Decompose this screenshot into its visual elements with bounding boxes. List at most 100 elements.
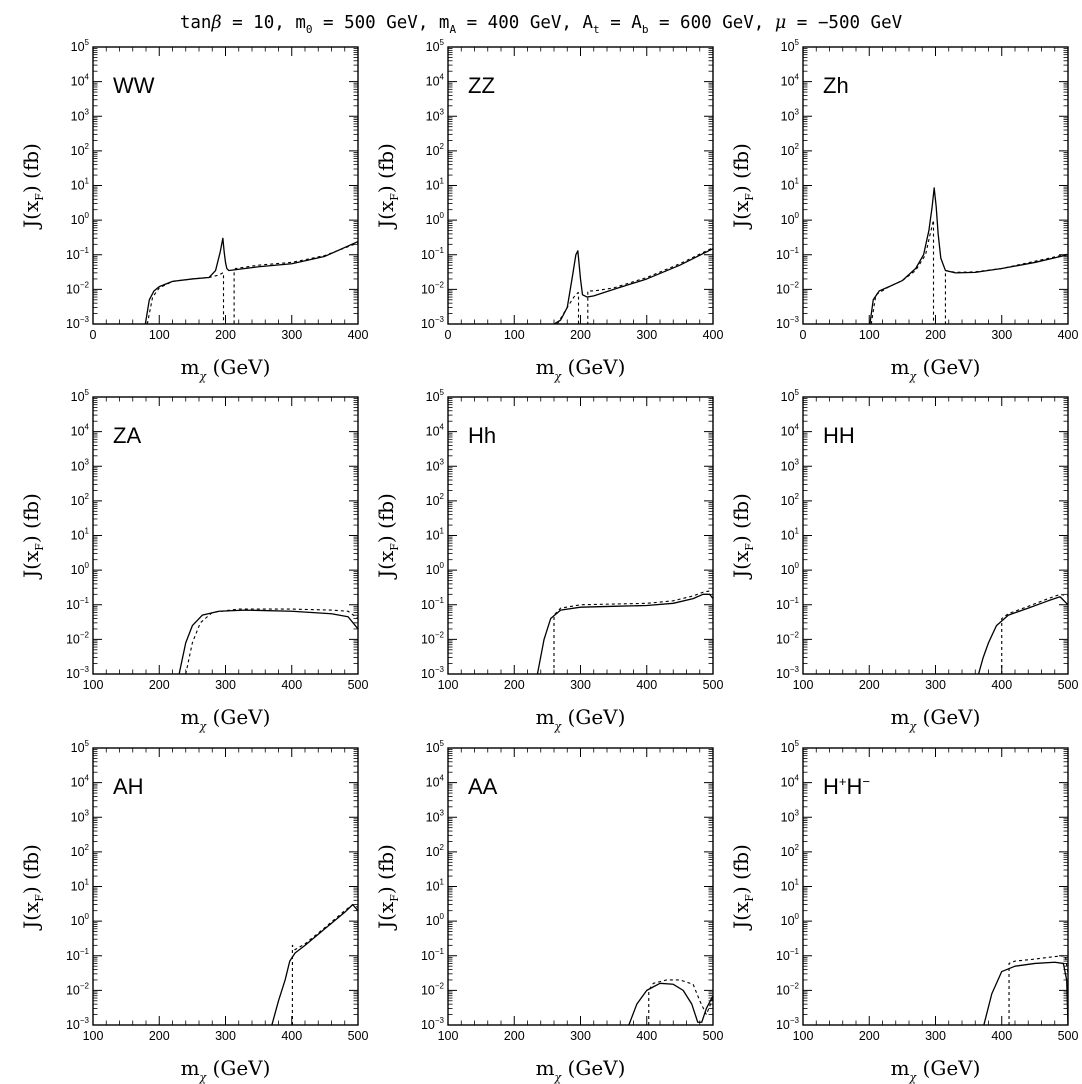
- y-tick-label: 103: [71, 107, 90, 123]
- plot-frame: [802, 747, 1069, 1026]
- series-line-solid: [536, 593, 713, 674]
- chart-panel: 10−3 10−2 10−1 100 101 102 103 104 105 100 200 300 4…: [19, 388, 368, 733]
- x-tick-label: 200: [215, 328, 236, 342]
- x-tick-label: 400: [991, 1029, 1012, 1043]
- series-line-dotted: [553, 590, 713, 674]
- y-tick-label: 101: [426, 878, 445, 894]
- series-line-dotted: [146, 242, 358, 324]
- y-tick-label: 104: [71, 774, 90, 790]
- y-tick-label: 103: [426, 107, 445, 123]
- y-tick-label: 10−2: [776, 280, 800, 296]
- x-tick-label: 300: [925, 678, 946, 692]
- chart-panel: 10−3 10−2 10−1 100 101 102 103 104 105 100 200 300 4…: [729, 739, 1078, 1084]
- x-axis-label: mχ (GeV): [181, 355, 271, 383]
- x-tick-label: 100: [504, 328, 525, 342]
- panel-annotation: AH: [113, 774, 144, 799]
- y-tick-label: 100: [71, 912, 90, 928]
- y-axis-label: J(xF) (fb): [19, 143, 46, 230]
- y-tick-label: 104: [426, 423, 445, 439]
- y-tick-label: 105: [781, 38, 800, 54]
- y-tick-label: 101: [781, 878, 800, 894]
- y-tick-label: 102: [781, 142, 800, 158]
- series-line-dotted: [556, 247, 713, 324]
- x-tick-label: 300: [215, 678, 236, 692]
- series-line-dotted: [648, 979, 713, 1025]
- series-line-solid: [977, 596, 1068, 674]
- x-tick-label: 200: [149, 678, 170, 692]
- series-line-solid: [178, 609, 358, 674]
- y-axis-label: J(xF) (fb): [374, 493, 401, 580]
- y-tick-label: 10−2: [66, 630, 90, 646]
- panel-annotation: Hh: [468, 423, 496, 448]
- x-tick-label: 300: [636, 328, 657, 342]
- x-axis-label: mχ (GeV): [891, 1056, 981, 1084]
- y-tick-label: 101: [426, 527, 445, 543]
- panel-annotation: H+H−: [823, 774, 870, 799]
- y-tick-label: 10−3: [421, 665, 445, 681]
- y-tick-label: 103: [426, 457, 445, 473]
- y-tick-label: 100: [71, 211, 90, 227]
- x-tick-label: 100: [149, 328, 170, 342]
- x-tick-label: 200: [504, 678, 525, 692]
- chart-panel: 10−3 10−2 10−1 100 101 102 103 104 105 100 200 300 4…: [729, 388, 1078, 733]
- y-tick-label: 103: [781, 457, 800, 473]
- x-tick-label: 400: [703, 328, 724, 342]
- y-tick-label: 10−2: [421, 981, 445, 997]
- y-tick-label: 10−1: [421, 596, 445, 612]
- x-tick-label: 300: [570, 678, 591, 692]
- y-tick-label: 100: [426, 912, 445, 928]
- x-tick-label: 400: [1058, 328, 1079, 342]
- panel-annotation: Zh: [823, 73, 849, 98]
- x-axis-label: mχ (GeV): [181, 705, 271, 733]
- y-tick-label: 100: [781, 561, 800, 577]
- x-tick-label: 100: [438, 678, 459, 692]
- series-line-solid: [144, 237, 358, 324]
- x-axis-label: mχ (GeV): [891, 355, 981, 383]
- x-tick-label: 500: [348, 678, 369, 692]
- y-tick-label: 100: [71, 561, 90, 577]
- y-tick-label: 101: [71, 878, 90, 894]
- x-tick-label: 100: [83, 678, 104, 692]
- y-tick-label: 104: [71, 73, 90, 89]
- y-tick-label: 10−2: [421, 280, 445, 296]
- y-tick-label: 101: [781, 177, 800, 193]
- y-tick-label: 10−3: [776, 1016, 800, 1032]
- y-tick-label: 102: [781, 843, 800, 859]
- x-tick-label: 200: [859, 1029, 880, 1043]
- y-tick-label: 105: [71, 38, 90, 54]
- y-tick-label: 10−1: [776, 246, 800, 262]
- y-tick-label: 102: [71, 492, 90, 508]
- y-axis-label: J(xF) (fb): [729, 493, 756, 580]
- y-tick-label: 104: [426, 774, 445, 790]
- x-tick-label: 100: [793, 678, 814, 692]
- x-tick-label: 300: [925, 1029, 946, 1043]
- y-axis-label: J(xF) (fb): [19, 493, 46, 580]
- series-line-dotted: [1008, 955, 1068, 1025]
- panel-annotation: ZA: [113, 423, 141, 448]
- y-tick-label: 103: [781, 808, 800, 824]
- x-axis-label: mχ (GeV): [891, 705, 981, 733]
- x-tick-label: 200: [149, 1029, 170, 1043]
- y-axis-label: J(xF) (fb): [19, 844, 46, 931]
- x-tick-label: 300: [991, 328, 1012, 342]
- panel-annotation: HH: [823, 423, 855, 448]
- y-axis-label: J(xF) (fb): [374, 143, 401, 230]
- x-axis-label: mχ (GeV): [536, 705, 626, 733]
- y-tick-label: 10−1: [776, 596, 800, 612]
- y-tick-label: 104: [781, 423, 800, 439]
- x-tick-label: 200: [504, 1029, 525, 1043]
- y-tick-label: 105: [71, 388, 90, 404]
- y-tick-label: 105: [781, 739, 800, 755]
- y-tick-label: 104: [71, 423, 90, 439]
- y-tick-label: 101: [426, 177, 445, 193]
- y-tick-label: 102: [781, 492, 800, 508]
- y-tick-label: 105: [71, 739, 90, 755]
- y-tick-label: 10−3: [66, 665, 90, 681]
- y-tick-label: 100: [426, 211, 445, 227]
- y-tick-label: 105: [426, 739, 445, 755]
- y-tick-label: 102: [71, 843, 90, 859]
- x-tick-label: 300: [570, 1029, 591, 1043]
- panel-annotation: ZZ: [468, 73, 495, 98]
- x-axis-label: mχ (GeV): [536, 355, 626, 383]
